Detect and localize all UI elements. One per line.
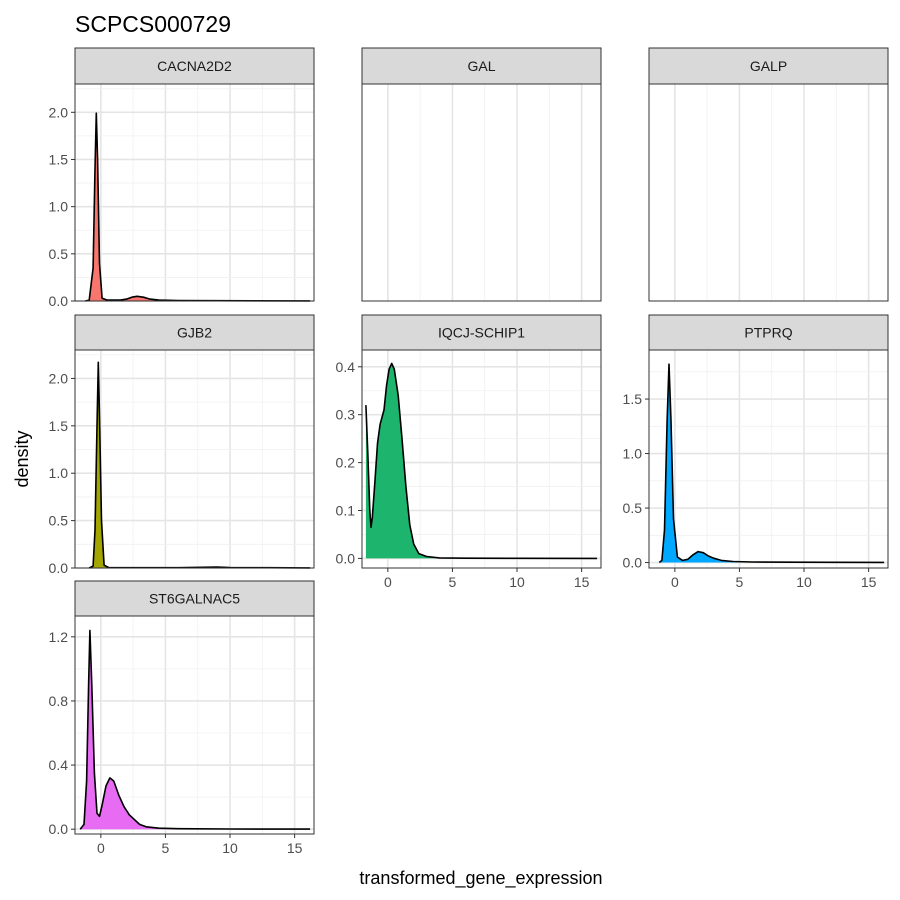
facet-panels: CACNA2D2 0.0 0.5 1.0 1.5 2.0 GAL GALP GJB2 0.0 0.5… — [49, 47, 889, 856]
facet-strip — [361, 314, 602, 351]
y-tick-label: 0.3 — [336, 407, 356, 423]
panel-border — [648, 83, 889, 302]
panel-background — [649, 350, 888, 568]
facet-strip-label: GJB2 — [177, 325, 212, 341]
facet-strip — [74, 47, 315, 85]
y-tick-label: 1.0 — [49, 465, 69, 481]
panel-background — [362, 84, 601, 301]
y-tick-label: 0.5 — [49, 513, 69, 529]
y-tick-label: 0.8 — [49, 693, 69, 709]
facet-strip-label: PTPRQ — [744, 325, 792, 341]
density-line — [658, 363, 885, 564]
x-tick-label: 15 — [287, 840, 303, 856]
y-tick-label: 0.4 — [336, 359, 356, 375]
facet-st6galnac5: ST6GALNAC5 0.0 0.4 0.8 1.2 0 5 10 15 — [49, 580, 315, 856]
facet-galp: GALP — [648, 47, 889, 302]
facet-strip — [648, 47, 889, 85]
facet-strip-label: GALP — [750, 58, 787, 74]
y-tick-label: 2.0 — [49, 104, 69, 120]
facet-strip — [74, 580, 315, 617]
y-tick-label: 0.4 — [49, 757, 69, 773]
x-tick-label: 15 — [574, 574, 590, 590]
y-tick-label: 0.0 — [49, 821, 69, 837]
y-axis-title: density — [12, 430, 32, 487]
panel-background — [75, 350, 314, 568]
y-tick-label: 1.0 — [49, 199, 69, 215]
y-tick-label: 0.0 — [336, 550, 356, 566]
x-axis-title: transformed_gene_expression — [359, 868, 602, 889]
y-tick-label: 0.2 — [336, 455, 356, 471]
facet-strip — [648, 314, 889, 351]
panel-background — [649, 84, 888, 301]
panel-border — [74, 349, 315, 569]
density-area — [80, 630, 311, 830]
density-line — [365, 362, 598, 560]
panel-border — [361, 83, 602, 302]
x-tick-label: 15 — [861, 574, 877, 590]
x-tick-label: 10 — [509, 574, 525, 590]
x-tick-label: 0 — [384, 574, 392, 590]
y-tick-label: 0.0 — [623, 555, 643, 571]
density-line — [88, 361, 311, 569]
x-tick-label: 0 — [671, 574, 679, 590]
chart-title: SCPCS000729 — [75, 11, 231, 37]
y-tick-label: 1.2 — [49, 629, 69, 645]
x-tick-label: 0 — [97, 840, 105, 856]
facet-strip-label: GAL — [467, 58, 495, 74]
facet-gjb2: GJB2 0.0 0.5 1.0 1.5 2.0 — [49, 314, 315, 576]
y-tick-label: 0.1 — [336, 503, 356, 519]
y-tick-label: 0.5 — [49, 246, 69, 262]
facet-ptprq: PTPRQ 0.0 0.5 1.0 1.5 0 5 10 15 — [623, 314, 889, 590]
facet-strip-label: ST6GALNAC5 — [149, 591, 240, 607]
facet-gal: GAL — [361, 47, 602, 302]
x-tick-label: 10 — [222, 840, 238, 856]
panel-border — [361, 349, 602, 569]
x-tick-label: 5 — [449, 574, 457, 590]
density-line — [85, 112, 311, 302]
density-line — [79, 629, 311, 830]
y-tick-label: 1.0 — [623, 446, 643, 462]
panel-border — [648, 349, 889, 569]
facet-iqcj-schip1: IQCJ-SCHIP1 0.0 0.1 0.2 0.3 0.4 0 5 10 15 — [336, 314, 602, 590]
panel-background — [75, 84, 314, 301]
facet-strip — [74, 314, 315, 351]
x-tick-label: 5 — [736, 574, 744, 590]
facet-cacna2d2: CACNA2D2 0.0 0.5 1.0 1.5 2.0 — [49, 47, 315, 309]
y-tick-label: 0.0 — [49, 293, 69, 309]
density-area — [365, 363, 598, 559]
facet-strip-label: IQCJ-SCHIP1 — [438, 325, 525, 341]
y-tick-label: 1.5 — [623, 391, 643, 407]
y-tick-label: 0.5 — [623, 500, 643, 516]
y-tick-label: 2.0 — [49, 370, 69, 386]
facet-strip — [361, 47, 602, 85]
x-tick-label: 10 — [796, 574, 812, 590]
y-tick-label: 0.0 — [49, 560, 69, 576]
y-tick-label: 1.5 — [49, 151, 69, 167]
y-tick-label: 1.5 — [49, 418, 69, 434]
facet-strip-label: CACNA2D2 — [157, 58, 232, 74]
x-tick-label: 5 — [162, 840, 170, 856]
panel-border — [74, 83, 315, 302]
panel-border — [74, 615, 315, 835]
